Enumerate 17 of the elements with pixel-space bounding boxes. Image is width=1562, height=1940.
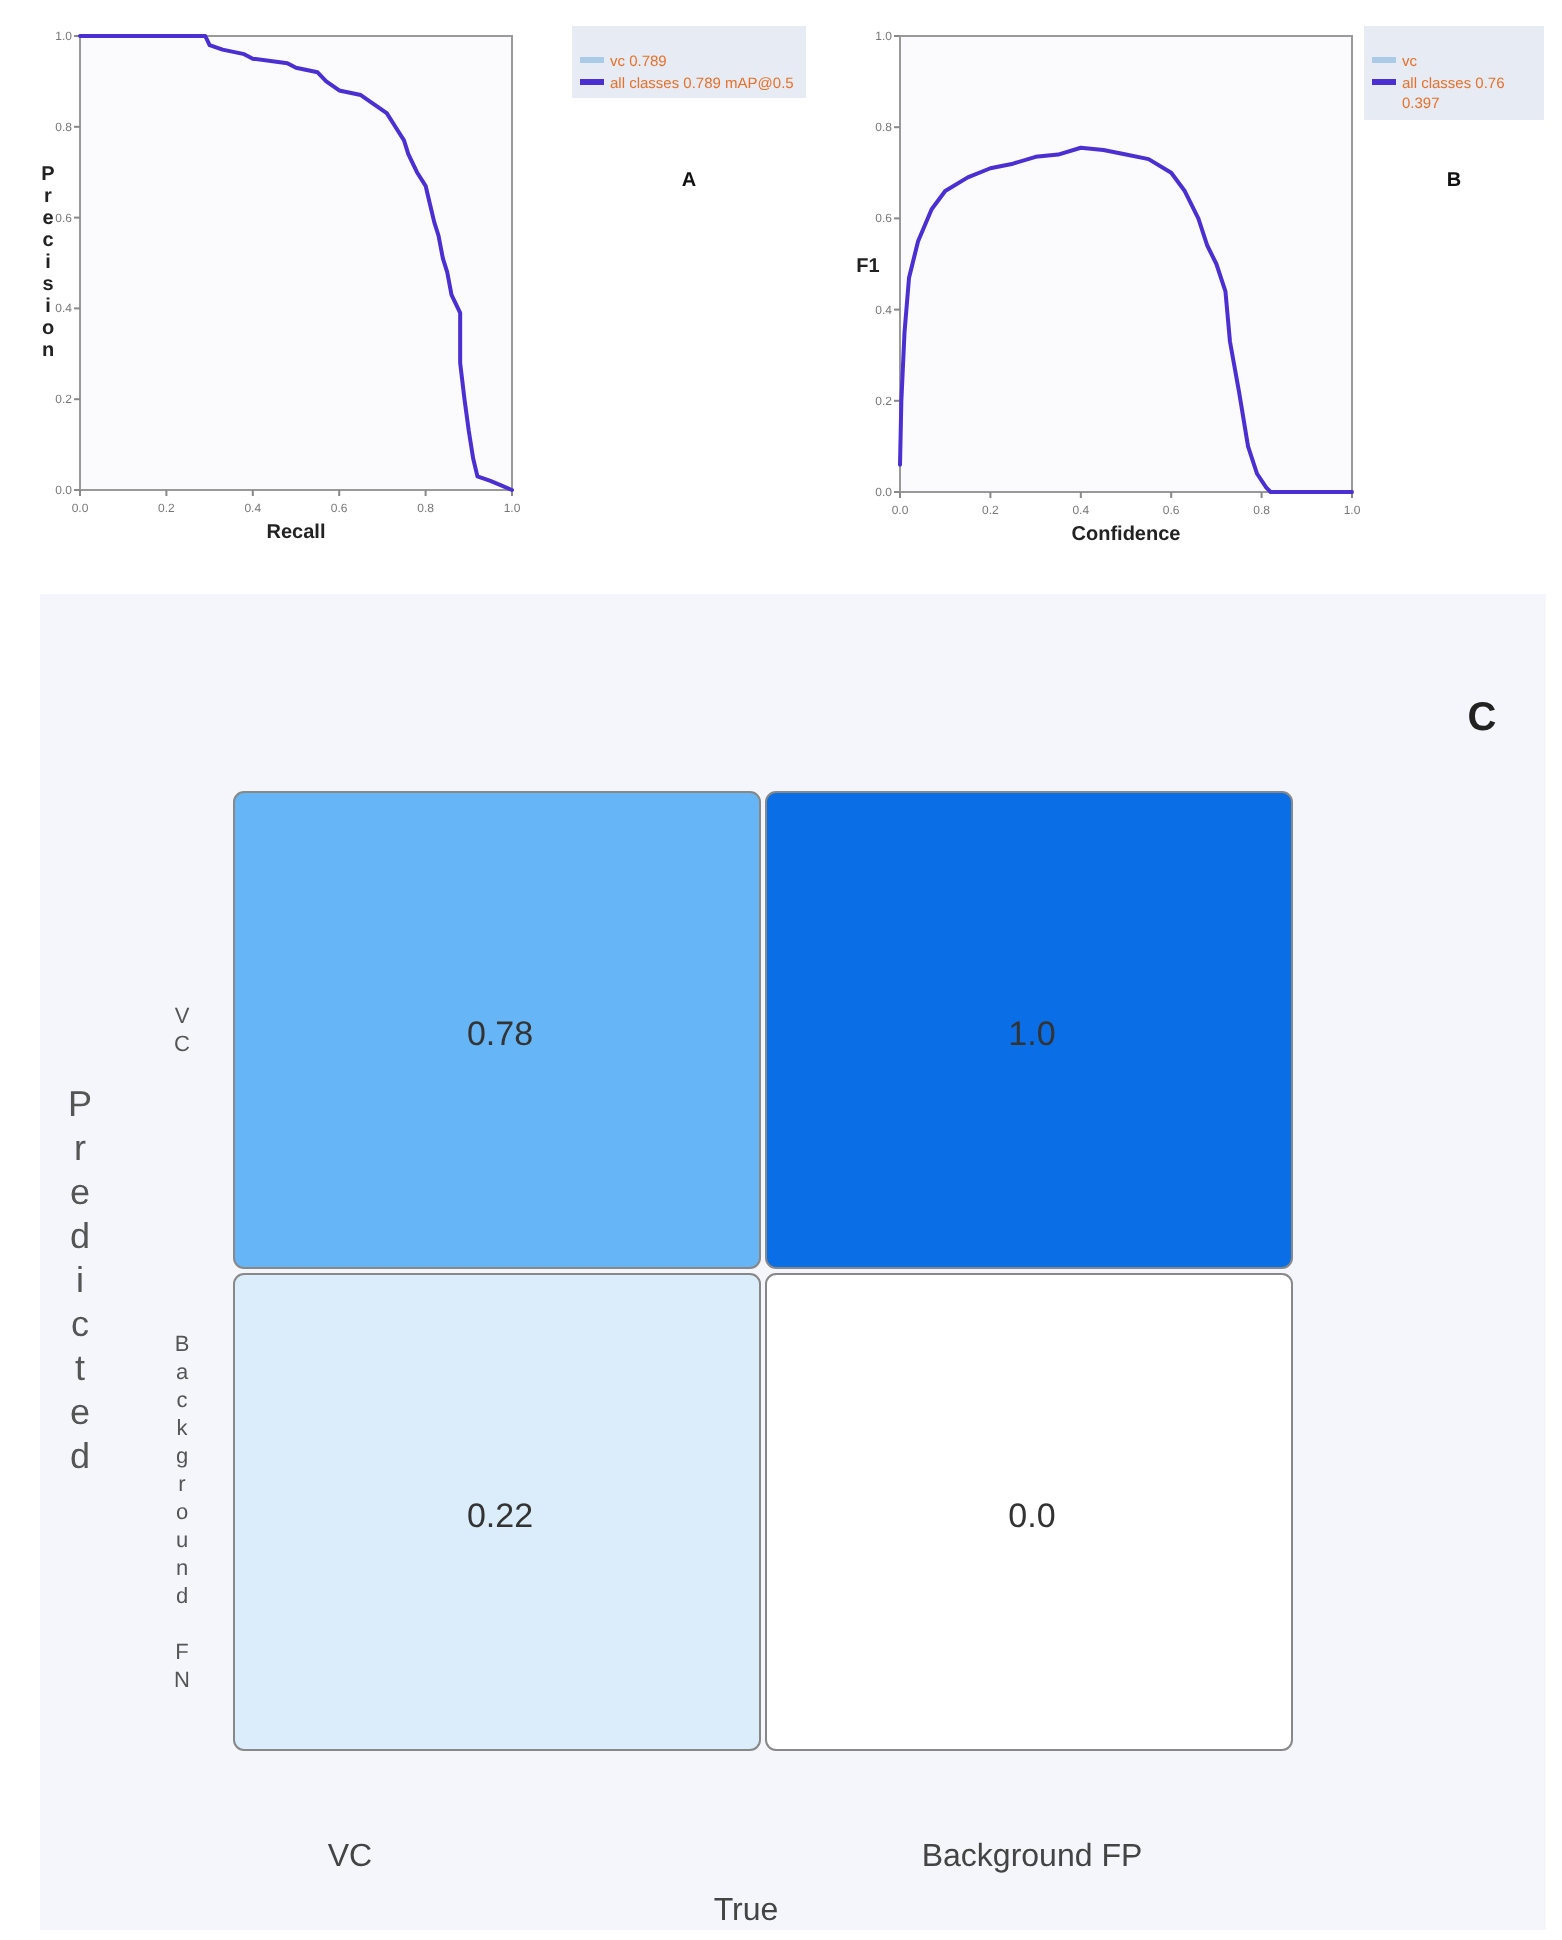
x-axis-title: True xyxy=(713,1894,779,1928)
text: A xyxy=(681,170,697,192)
data-label: 0.78 xyxy=(466,1015,534,1053)
data-label: 1.0 xyxy=(1008,1015,1056,1053)
x-tick-label: Background FP xyxy=(921,1840,1143,1874)
x-axis-title: Recall xyxy=(266,522,326,544)
data-label: 0.0 xyxy=(1008,1497,1056,1535)
text: Precision xyxy=(41,164,55,362)
line-series xyxy=(898,145,1354,494)
text: Predicted xyxy=(67,1084,93,1476)
y-tick-label: Background FN xyxy=(170,1333,194,1697)
data-label: 0.22 xyxy=(466,1497,534,1535)
y-axis-title: F1 xyxy=(856,256,881,278)
x-axis-title: Confidence xyxy=(1071,524,1182,546)
line-series xyxy=(78,34,514,492)
text: C xyxy=(1467,696,1497,740)
text: B xyxy=(1446,170,1462,192)
